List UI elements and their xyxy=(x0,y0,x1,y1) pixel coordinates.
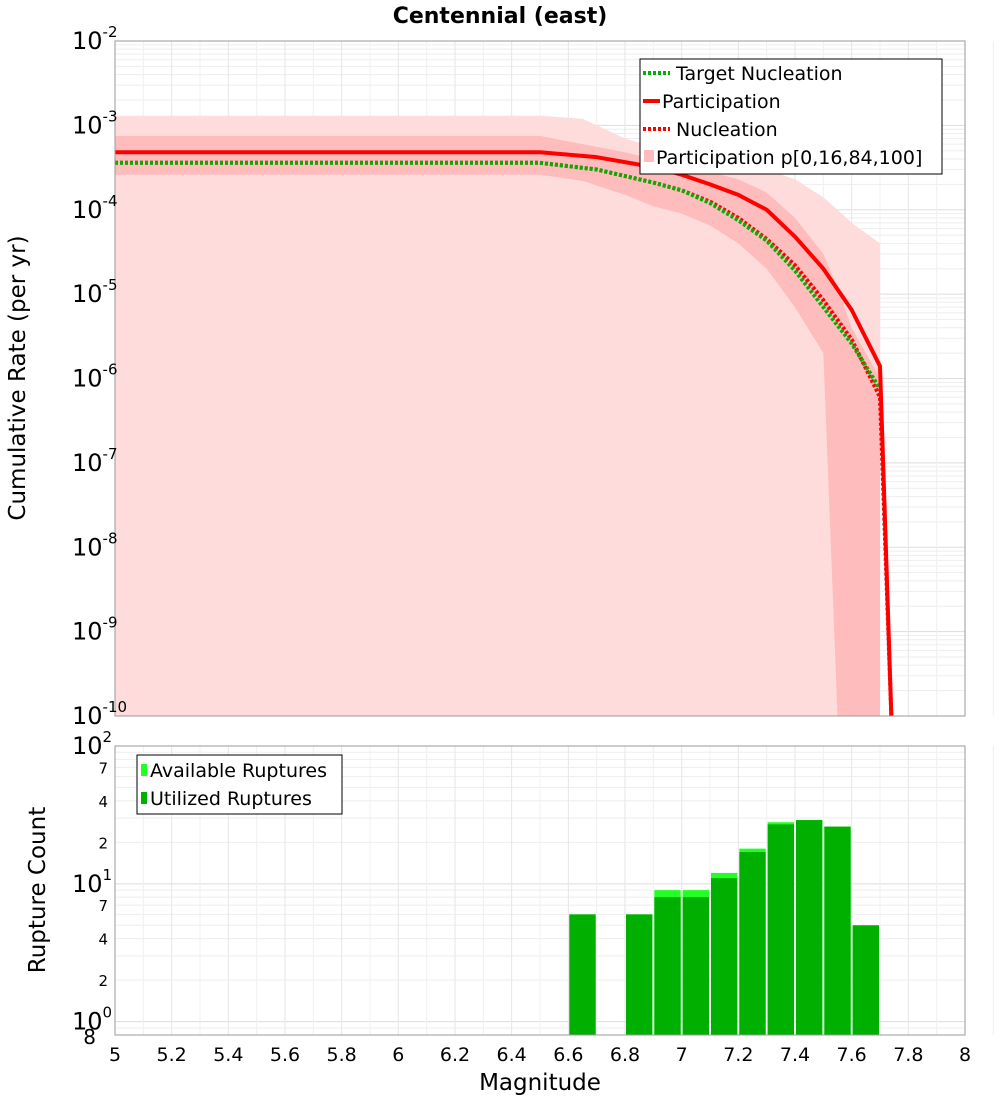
x-tick-label: 7.6 xyxy=(837,1044,867,1066)
rate-y-axis-title: Cumulative Rate (per yr) xyxy=(5,235,31,520)
legend-label-utilized: Utilized Ruptures xyxy=(150,788,312,810)
rate-lines xyxy=(115,150,894,717)
y-tick-label: 10-10 xyxy=(72,698,127,730)
x-tick-label: 5.6 xyxy=(270,1044,300,1066)
y-tick-label: 10-8 xyxy=(72,529,118,561)
x-tick-label: 7.2 xyxy=(723,1044,753,1066)
x-tick-label: 5.2 xyxy=(157,1044,187,1066)
rate-y-tick-labels: 10-10 10-9 10-8 10-7 10-6 10-5 10-4 10-3 10-2 xyxy=(72,23,127,730)
y-tick-label: 10-4 xyxy=(72,192,118,224)
rate-plot: 10-10 10-9 10-8 10-7 10-6 10-5 10-4 10-3 10-2 Cu… xyxy=(5,23,994,730)
y-tick-label: 10-9 xyxy=(72,614,118,646)
y-minor-tick-label: 8 xyxy=(83,1025,96,1049)
legend-label-available: Available Ruptures xyxy=(150,760,327,782)
y-minor-tick-label: 2 xyxy=(98,834,108,852)
band-p0-p100 xyxy=(115,115,880,716)
x-tick-label: 6.4 xyxy=(497,1044,527,1066)
bar-utilized xyxy=(739,852,766,1035)
bar-utilized xyxy=(682,897,709,1035)
chart-title: Centennial (east) xyxy=(393,4,608,29)
y-minor-tick-label: 4 xyxy=(98,931,108,949)
rupture-legend-box xyxy=(136,754,343,815)
y-minor-tick-label: 4 xyxy=(98,793,108,811)
bar-utilized xyxy=(796,820,823,1035)
rupture-y-axis-title: Rupture Count xyxy=(25,807,51,973)
y-tick-label: 102 xyxy=(72,728,112,760)
x-tick-label: 5.8 xyxy=(327,1044,357,1066)
x-axis-title: Magnitude xyxy=(479,1070,601,1096)
y-minor-tick-label: 2 xyxy=(98,972,108,990)
y-tick-label: 10-6 xyxy=(72,361,118,393)
x-tick-label: 6.2 xyxy=(440,1044,470,1066)
y-tick-label: 100 xyxy=(72,1004,112,1036)
legend-label-target-nucleation: Target Nucleation xyxy=(675,63,843,85)
x-tick-label: 6 xyxy=(392,1044,404,1066)
x-tick-label: 7.4 xyxy=(780,1044,810,1066)
rupture-count-plot: 100 101 102 8 2 4 7 2 4 7 5 5.2 5.4 5.6 5.8 6 6.2 6.4 6.6… xyxy=(25,728,994,1096)
y-tick-label: 10-2 xyxy=(72,23,118,55)
x-tick-label: 5 xyxy=(109,1044,121,1066)
bar-utilized xyxy=(767,824,794,1035)
y-tick-label: 10-7 xyxy=(72,445,118,477)
participation-line xyxy=(115,150,894,717)
legend-swatch-participation-band xyxy=(644,150,654,162)
x-tick-labels: 5 5.2 5.4 5.6 5.8 6 6.2 6.4 6.6 6.8 7 7.2 7.4 7.6 7.8 8 xyxy=(109,1044,971,1066)
x-tick-label: 8 xyxy=(959,1044,971,1066)
y-tick-label: 10-5 xyxy=(72,276,118,308)
rate-legend-box xyxy=(639,58,943,175)
x-tick-label: 6.8 xyxy=(610,1044,640,1066)
legend-swatch-available xyxy=(141,764,147,776)
bar-utilized xyxy=(852,925,879,1035)
bar-utilized xyxy=(569,914,596,1035)
rate-plot-frame xyxy=(114,40,966,717)
rupture-y-tick-labels: 100 101 102 8 2 4 7 2 4 7 xyxy=(72,728,112,1049)
y-tick-label: 101 xyxy=(72,866,112,898)
bar-utilized xyxy=(654,897,681,1035)
legend-label-participation: Participation xyxy=(662,91,781,113)
y-minor-tick-label: 7 xyxy=(98,759,108,777)
target-nucleation-line xyxy=(115,160,882,391)
rate-legend: Target Nucleation Participation Nucleati… xyxy=(639,58,943,175)
bar-utilized xyxy=(711,878,738,1035)
bar-utilized xyxy=(626,914,653,1035)
legend-label-participation-band: Participation p[0,16,84,100] xyxy=(656,147,922,169)
participation-bands xyxy=(115,115,880,717)
x-tick-label: 7 xyxy=(676,1044,688,1066)
rupture-plot-frame xyxy=(114,745,966,1036)
x-tick-label: 5.4 xyxy=(213,1044,243,1066)
bar-utilized xyxy=(824,826,851,1035)
rupture-bars xyxy=(569,820,879,1035)
y-tick-label: 10-3 xyxy=(72,107,118,139)
legend-swatch-utilized xyxy=(141,792,147,804)
legend-label-nucleation: Nucleation xyxy=(676,119,778,141)
x-tick-label: 6.6 xyxy=(553,1044,583,1066)
rupture-legend: Available Ruptures Utilized Ruptures xyxy=(136,754,343,815)
y-minor-tick-label: 7 xyxy=(98,897,108,915)
x-tick-label: 7.8 xyxy=(893,1044,923,1066)
